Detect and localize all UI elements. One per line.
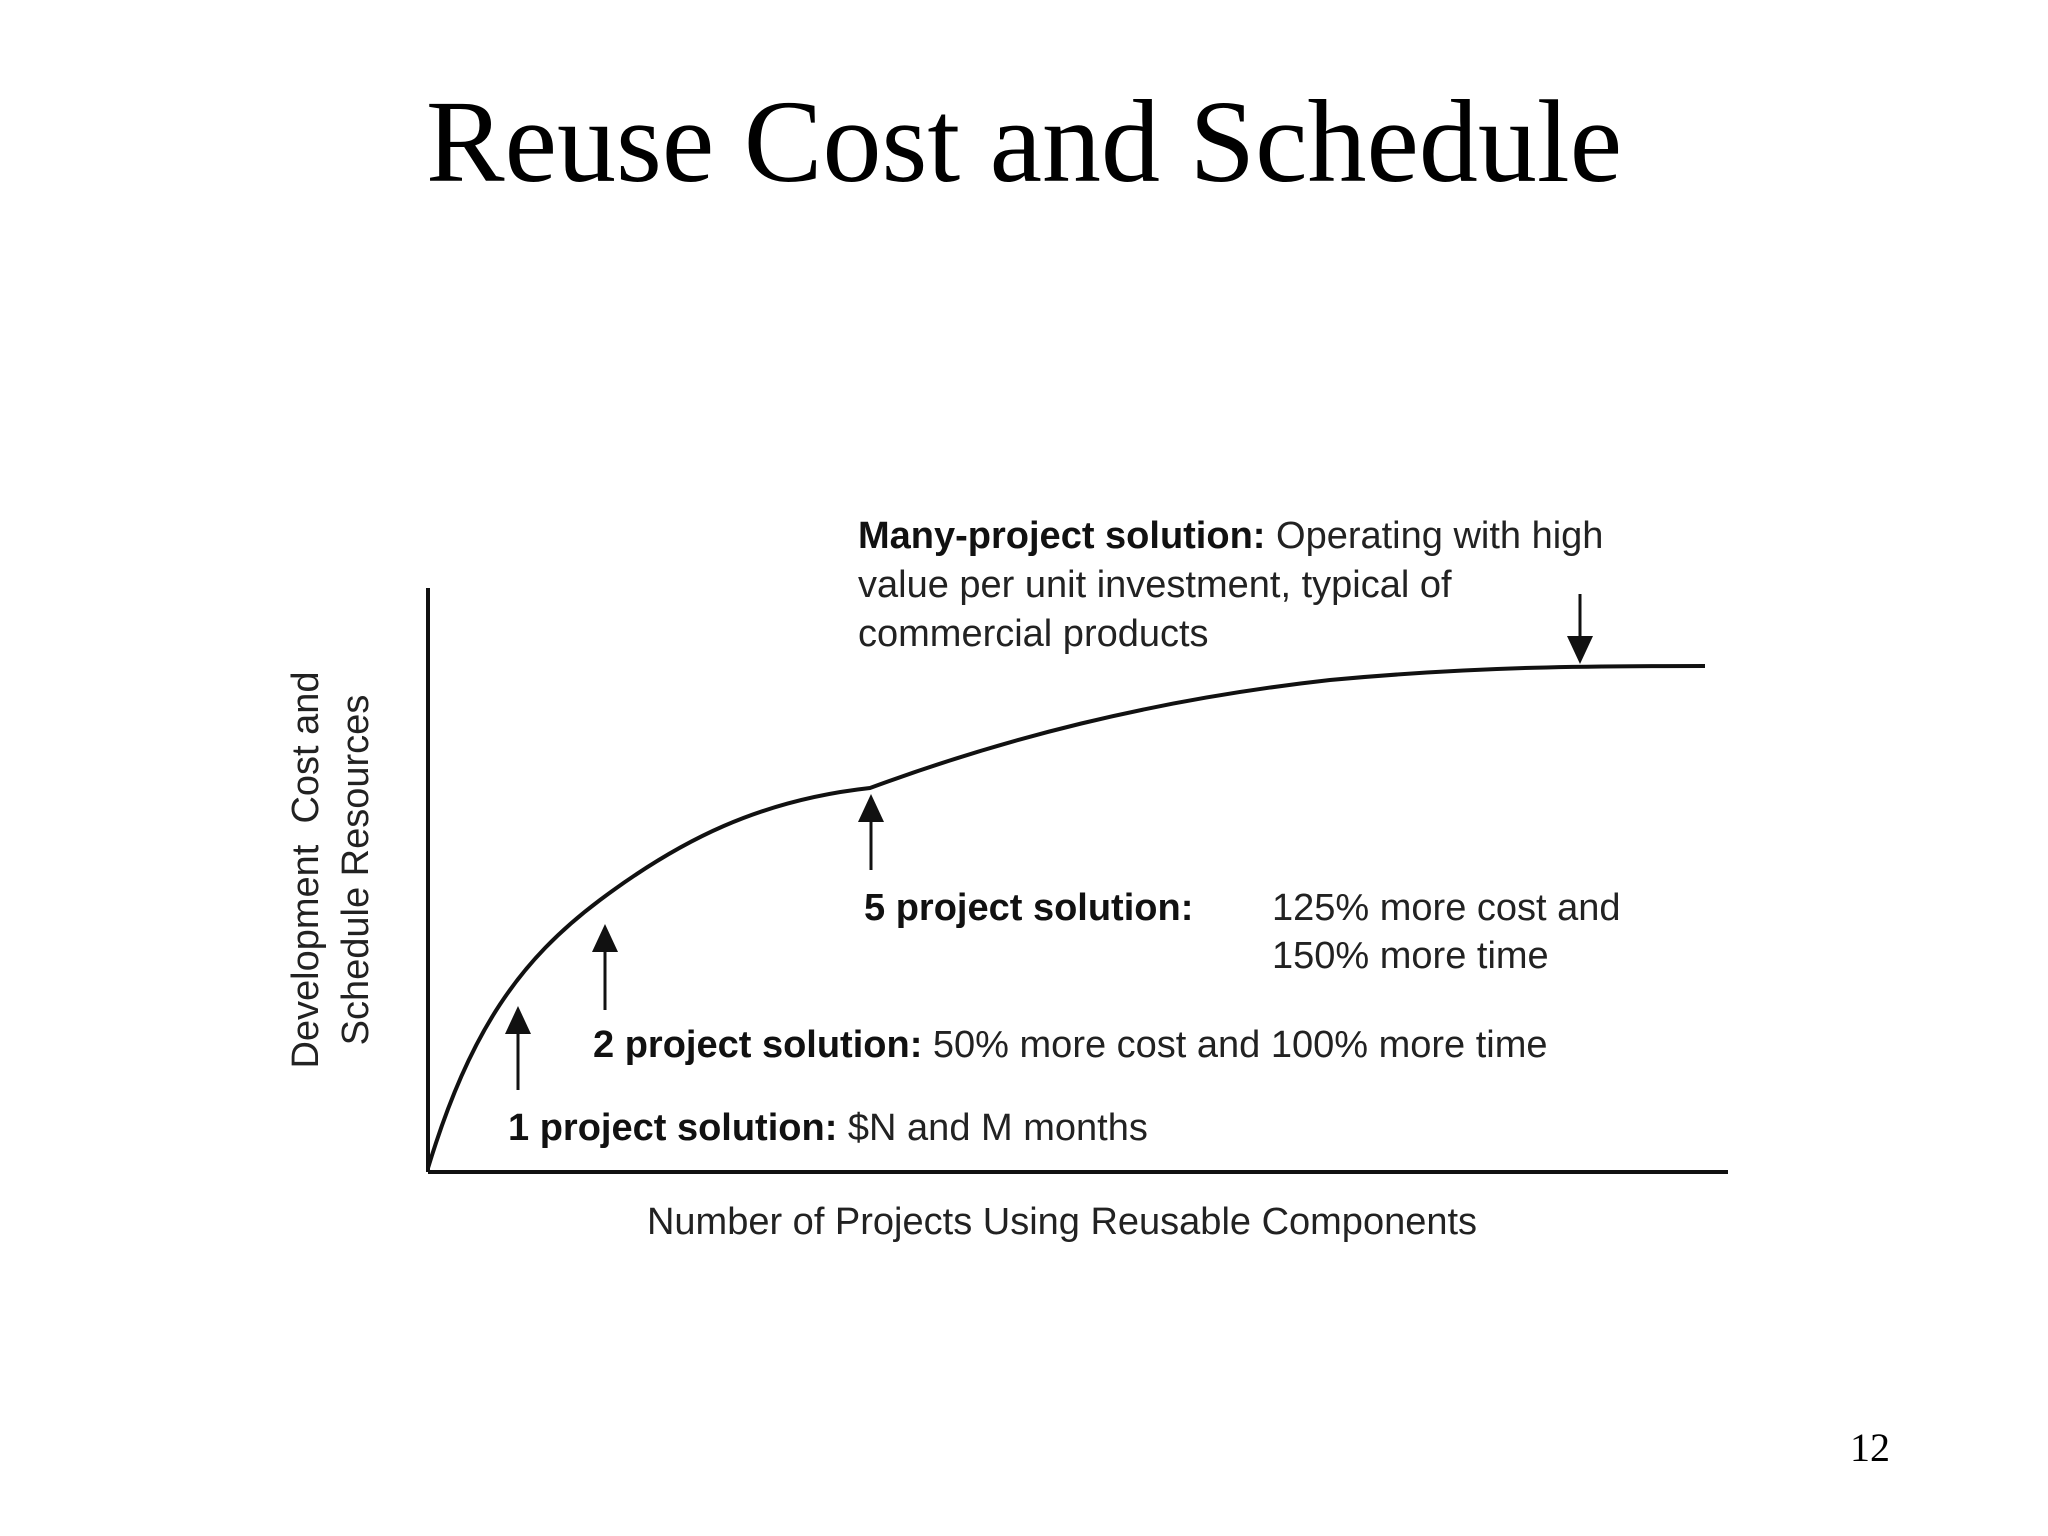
- many-project-label-line3: commercial products: [858, 613, 1209, 655]
- cost-curve: [426, 664, 1706, 1169]
- many-project-label-line2: value per unit investment, typical of: [858, 564, 1452, 606]
- slide-title: Reuse Cost and Schedule: [425, 76, 1623, 207]
- five-project-label-line1: 125% more cost and: [1272, 887, 1621, 929]
- many-project-label-line1: Many-project solution: Operating with hi…: [858, 515, 1603, 557]
- y-axis-label-line2: Schedule Resources: [335, 695, 377, 1046]
- arrow-one-project: [505, 1006, 531, 1090]
- one-project-label-bold: 1 project solution:: [508, 1107, 837, 1149]
- many-project-label-bold: Many-project solution:: [858, 515, 1265, 557]
- two-project-label: 2 project solution: 50% more cost and 10…: [593, 1024, 1548, 1066]
- y-axis-label: Development Cost and Schedule Resources: [285, 671, 377, 1068]
- many-project-label-rest: Operating with high: [1265, 515, 1603, 557]
- one-project-label: 1 project solution: $N and M months: [508, 1107, 1148, 1149]
- arrow-many-project: [1567, 594, 1593, 664]
- page-number: 12: [1850, 1425, 1890, 1470]
- y-axis-label-line1: Development Cost and: [285, 671, 327, 1068]
- two-project-label-rest: 50% more cost and 100% more time: [922, 1024, 1547, 1066]
- arrow-five-project: [858, 794, 884, 870]
- five-project-label-line2: 150% more time: [1272, 935, 1549, 977]
- x-axis-label: Number of Projects Using Reusable Compon…: [647, 1201, 1477, 1243]
- arrow-two-project: [592, 924, 618, 1010]
- five-project-label-bold: 5 project solution:: [864, 887, 1193, 929]
- two-project-label-bold: 2 project solution:: [593, 1024, 922, 1066]
- one-project-label-rest: $N and M months: [837, 1107, 1147, 1149]
